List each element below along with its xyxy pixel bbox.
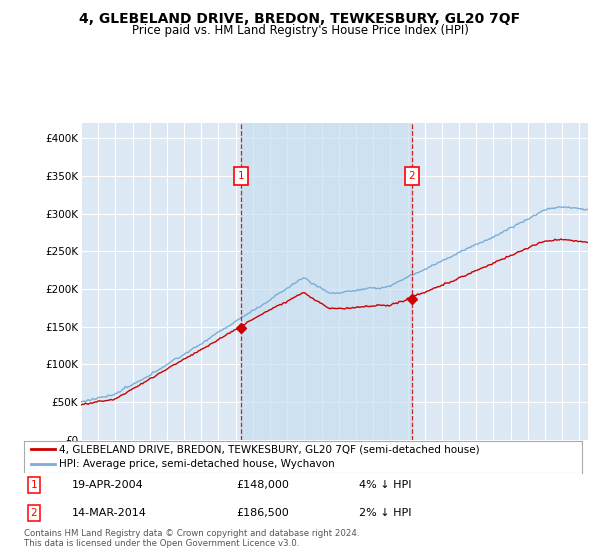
Text: 4, GLEBELAND DRIVE, BREDON, TEWKESBURY, GL20 7QF (semi-detached house): 4, GLEBELAND DRIVE, BREDON, TEWKESBURY, … (59, 445, 480, 455)
Text: £186,500: £186,500 (236, 508, 289, 518)
Text: 14-MAR-2014: 14-MAR-2014 (71, 508, 146, 518)
Text: Price paid vs. HM Land Registry's House Price Index (HPI): Price paid vs. HM Land Registry's House … (131, 24, 469, 37)
Text: 2: 2 (409, 171, 415, 181)
Text: HPI: Average price, semi-detached house, Wychavon: HPI: Average price, semi-detached house,… (59, 459, 335, 469)
Text: 4% ↓ HPI: 4% ↓ HPI (359, 480, 412, 490)
Text: 1: 1 (238, 171, 244, 181)
Bar (241, 123, 412, 440)
Text: 1: 1 (31, 480, 37, 490)
Text: £148,000: £148,000 (236, 480, 289, 490)
Text: 19-APR-2004: 19-APR-2004 (71, 480, 143, 490)
Text: 4, GLEBELAND DRIVE, BREDON, TEWKESBURY, GL20 7QF: 4, GLEBELAND DRIVE, BREDON, TEWKESBURY, … (79, 12, 521, 26)
Text: 2: 2 (31, 508, 37, 518)
Text: 2% ↓ HPI: 2% ↓ HPI (359, 508, 412, 518)
Text: Contains HM Land Registry data © Crown copyright and database right 2024.
This d: Contains HM Land Registry data © Crown c… (24, 529, 359, 548)
